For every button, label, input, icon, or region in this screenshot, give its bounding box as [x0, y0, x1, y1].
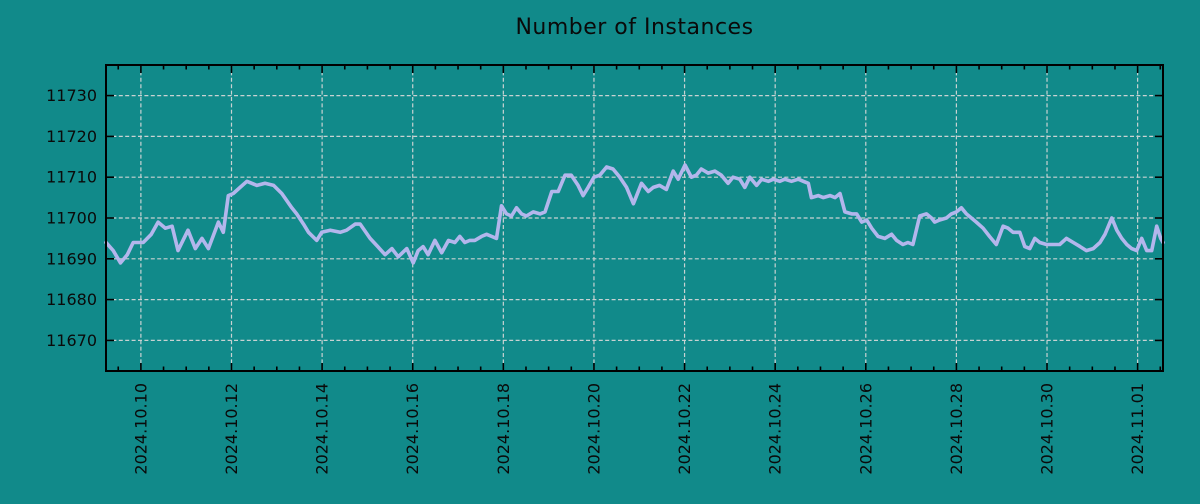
y-tick-label: 11710: [46, 168, 97, 187]
chart-title: Number of Instances: [515, 15, 754, 40]
y-tick-label: 11670: [46, 331, 97, 350]
x-tick-label: 2024.10.16: [403, 383, 422, 475]
x-tick-label: 2024.10.28: [947, 383, 966, 475]
y-tick-label: 11700: [46, 209, 97, 228]
x-tick-label: 2024.10.24: [766, 383, 785, 475]
x-tick-label: 2024.10.12: [222, 383, 241, 475]
y-tick-label: 11720: [46, 127, 97, 146]
x-tick-label: 2024.11.01: [1128, 383, 1147, 475]
y-tick-label: 11680: [46, 290, 97, 309]
y-tick-label: 11690: [46, 249, 97, 268]
x-tick-label: 2024.10.10: [131, 383, 150, 475]
x-tick-label: 2024.10.18: [494, 383, 513, 475]
data-line-instances: [104, 163, 1165, 265]
x-tick-label: 2024.10.20: [584, 383, 603, 475]
y-tick-label: 11730: [46, 86, 97, 105]
x-tick-label: 2024.10.22: [675, 383, 694, 475]
x-tick-label: 2024.10.14: [313, 383, 332, 475]
x-tick-label: 2024.10.30: [1038, 383, 1057, 475]
x-tick-label: 2024.10.26: [856, 383, 875, 475]
